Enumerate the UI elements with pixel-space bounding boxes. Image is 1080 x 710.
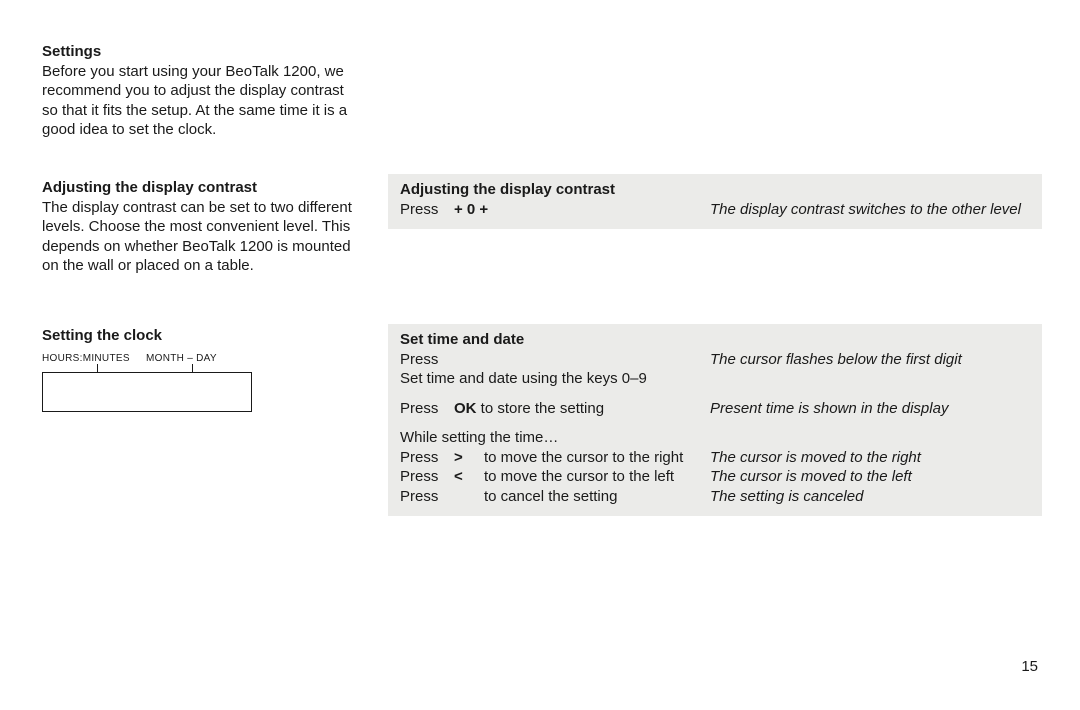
- clock-label-month: MONTH – DAY: [146, 353, 217, 364]
- left-arrow-icon: <: [454, 467, 484, 487]
- page-number: 15: [1021, 657, 1038, 677]
- time-r1-result: The cursor flashes below the first digit: [710, 350, 1030, 370]
- press-label: Press: [400, 448, 454, 468]
- time-r2-mid-text: to store the setting: [477, 400, 605, 417]
- clock-label-hours: HOURS:MINUTES: [42, 353, 130, 364]
- settings-heading: Settings: [42, 42, 352, 62]
- time-r2-mid: OK to store the setting: [454, 399, 710, 419]
- clock-box: [42, 372, 252, 412]
- time-r3-result: The cursor is moved to the right: [710, 448, 1030, 468]
- press-label: Press: [400, 487, 454, 507]
- while-label: While setting the time…: [400, 428, 1030, 448]
- press-label: Press: [400, 350, 454, 370]
- contrast-panel: Adjusting the display contrast Press + 0…: [388, 174, 1042, 229]
- clock-heading: Setting the clock: [42, 326, 352, 346]
- time-r5-result: The setting is canceled: [710, 487, 1030, 507]
- press-label: Press: [400, 399, 454, 419]
- time-r5-mid: to cancel the setting: [484, 487, 710, 507]
- ok-key: OK: [454, 400, 477, 417]
- clock-section: Setting the clock HOURS:MINUTES MONTH – …: [42, 326, 352, 412]
- time-r3-mid: to move the cursor to the right: [484, 448, 710, 468]
- clock-labels: HOURS:MINUTES MONTH – DAY: [42, 352, 217, 365]
- contrast-panel-heading: Adjusting the display contrast: [400, 180, 1030, 200]
- contrast-body: The display contrast can be set to two d…: [42, 198, 352, 276]
- key-sequence: + 0 +: [454, 200, 710, 220]
- settings-section: Settings Before you start using your Beo…: [42, 42, 352, 140]
- time-r4-result: The cursor is moved to the left: [710, 467, 1030, 487]
- settings-body: Before you start using your BeoTalk 1200…: [42, 62, 352, 140]
- time-r4-mid: to move the cursor to the left: [484, 467, 710, 487]
- time-r2-result: Present time is shown in the display: [710, 399, 1030, 419]
- time-panel-heading: Set time and date: [400, 330, 1030, 350]
- clock-tick: [97, 364, 98, 372]
- clock-diagram: HOURS:MINUTES MONTH – DAY: [42, 352, 252, 412]
- contrast-heading: Adjusting the display contrast: [42, 178, 352, 198]
- contrast-result: The display contrast switches to the oth…: [710, 200, 1030, 220]
- right-arrow-icon: >: [454, 448, 484, 468]
- clock-tick: [192, 364, 193, 372]
- time-r1-mid: Set time and date using the keys 0–9: [400, 369, 710, 389]
- press-label: Press: [400, 200, 454, 220]
- press-label: Press: [400, 467, 454, 487]
- contrast-section: Adjusting the display contrast The displ…: [42, 178, 352, 276]
- time-panel: Set time and date Press The cursor flash…: [388, 324, 1042, 516]
